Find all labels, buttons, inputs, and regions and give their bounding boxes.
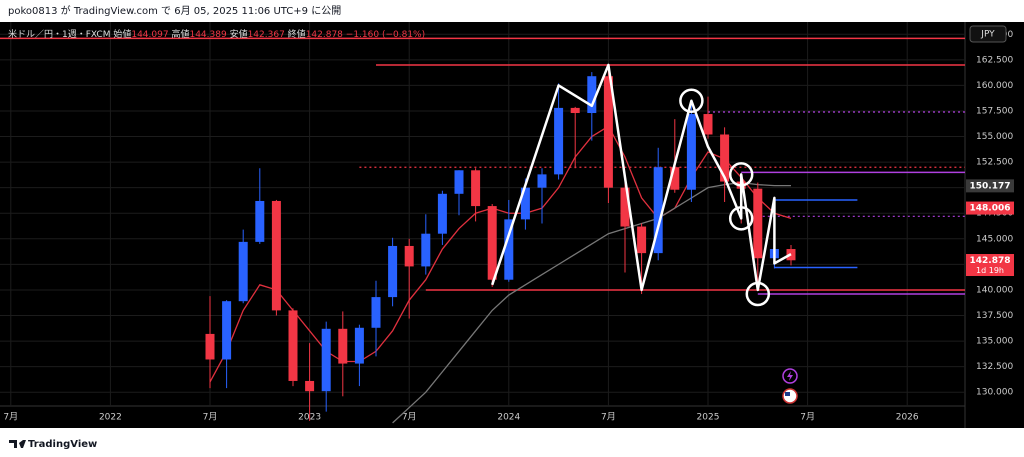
candle-body — [653, 167, 663, 254]
legend-item: 始値 — [113, 28, 131, 40]
y-tick-label: 130.000 — [976, 388, 1013, 398]
candle-body — [354, 327, 364, 364]
price-label-bg — [966, 201, 1014, 215]
legend-item: 142.367 — [248, 30, 285, 40]
y-tick-label: 152.500 — [976, 158, 1013, 168]
price-label: 148.006 — [970, 204, 1011, 214]
zigzag-drawing — [491, 63, 792, 292]
highlight-circle — [745, 281, 771, 307]
candle-body — [504, 219, 514, 280]
highlight-circle — [728, 206, 754, 231]
legend-item: 高値 — [171, 28, 189, 40]
currency-box[interactable] — [969, 25, 1007, 43]
candle-body — [421, 233, 431, 267]
x-tick-label: 2026 — [896, 413, 919, 423]
candle-body — [388, 245, 398, 298]
y-tick-label: 157.500 — [976, 106, 1013, 116]
candle-body — [487, 206, 497, 280]
legend-item: 安値 — [230, 28, 248, 40]
highlight-circle — [679, 88, 704, 113]
candle-body — [321, 328, 331, 392]
candle-body — [404, 245, 414, 267]
highlight-circle — [728, 162, 754, 187]
x-tick-label: 2022 — [99, 413, 122, 423]
header: poko0813 が TradingView.com で 6月 05, 2025… — [8, 4, 341, 17]
footer-brand: TradingView — [28, 439, 97, 450]
price-label-bg — [966, 254, 1014, 277]
candle-body — [205, 333, 215, 360]
candle-body — [371, 297, 381, 328]
y-tick-label: 162.500 — [976, 55, 1013, 65]
candle-body — [288, 310, 298, 381]
y-tick-label: 132.500 — [976, 362, 1013, 372]
countdown: 1d 19h — [976, 266, 1004, 275]
candle-body — [620, 187, 630, 227]
candle-body — [255, 200, 265, 242]
candle-body — [720, 134, 730, 182]
candle-body — [537, 174, 547, 188]
legend-item: 142.878 — [306, 30, 343, 40]
candle-body — [271, 200, 281, 311]
candle-body — [637, 226, 647, 254]
candle-body — [554, 107, 564, 175]
legend-item: 終値 — [288, 28, 306, 40]
candle-body — [670, 167, 680, 190]
candle-body — [603, 76, 613, 188]
x-tick-label: 7月 — [601, 412, 616, 423]
x-tick-label: 7月 — [800, 412, 815, 423]
price-label: 142.878 — [970, 256, 1011, 266]
candle-body — [753, 188, 763, 259]
candle-body — [686, 114, 696, 190]
x-tick-label: 2025 — [697, 413, 720, 423]
candle-body — [454, 170, 464, 194]
candle-body — [305, 380, 315, 392]
candle-body — [471, 170, 481, 207]
y-tick-label: 155.000 — [976, 132, 1013, 142]
x-tick-label: 7月 — [203, 412, 218, 423]
y-tick-label: 135.000 — [976, 337, 1013, 347]
candle-body — [703, 114, 713, 135]
y-tick-label: 145.000 — [976, 234, 1013, 244]
candle-body — [437, 193, 447, 234]
candle-body — [338, 328, 348, 364]
price-label: 150.177 — [970, 181, 1011, 191]
logo — [9, 440, 26, 448]
legend-item: 144.097 — [131, 30, 168, 40]
y-tick-label: 140.000 — [976, 285, 1013, 295]
candle-body — [222, 301, 232, 360]
legend-item: 米ドル／円・1週・FXCM — [8, 28, 110, 40]
legend-item: 144.389 — [189, 30, 226, 40]
candle-body — [238, 241, 248, 302]
legend: 米ドル／円・1週・FXCM 始値144.097 高値144.389 安値142.… — [8, 28, 425, 40]
y-tick-label: 160.000 — [976, 81, 1013, 91]
currency[interactable]: JPY — [980, 30, 995, 40]
candle-body — [587, 76, 597, 114]
legend-item: −1.160 (−0.81%) — [346, 30, 425, 40]
candle-body — [570, 107, 580, 114]
x-tick-label: 7月 — [402, 412, 417, 423]
event-icon — [787, 371, 793, 381]
x-tick-label: 2024 — [497, 413, 520, 423]
y-tick-label: 137.500 — [976, 311, 1013, 321]
candle-body — [520, 187, 530, 220]
event-icon[interactable] — [782, 368, 798, 384]
x-tick-label: 7月 — [3, 412, 18, 423]
footer-bg — [0, 428, 1024, 457]
flag-icon — [785, 392, 790, 396]
price-label-bg — [966, 179, 1014, 193]
